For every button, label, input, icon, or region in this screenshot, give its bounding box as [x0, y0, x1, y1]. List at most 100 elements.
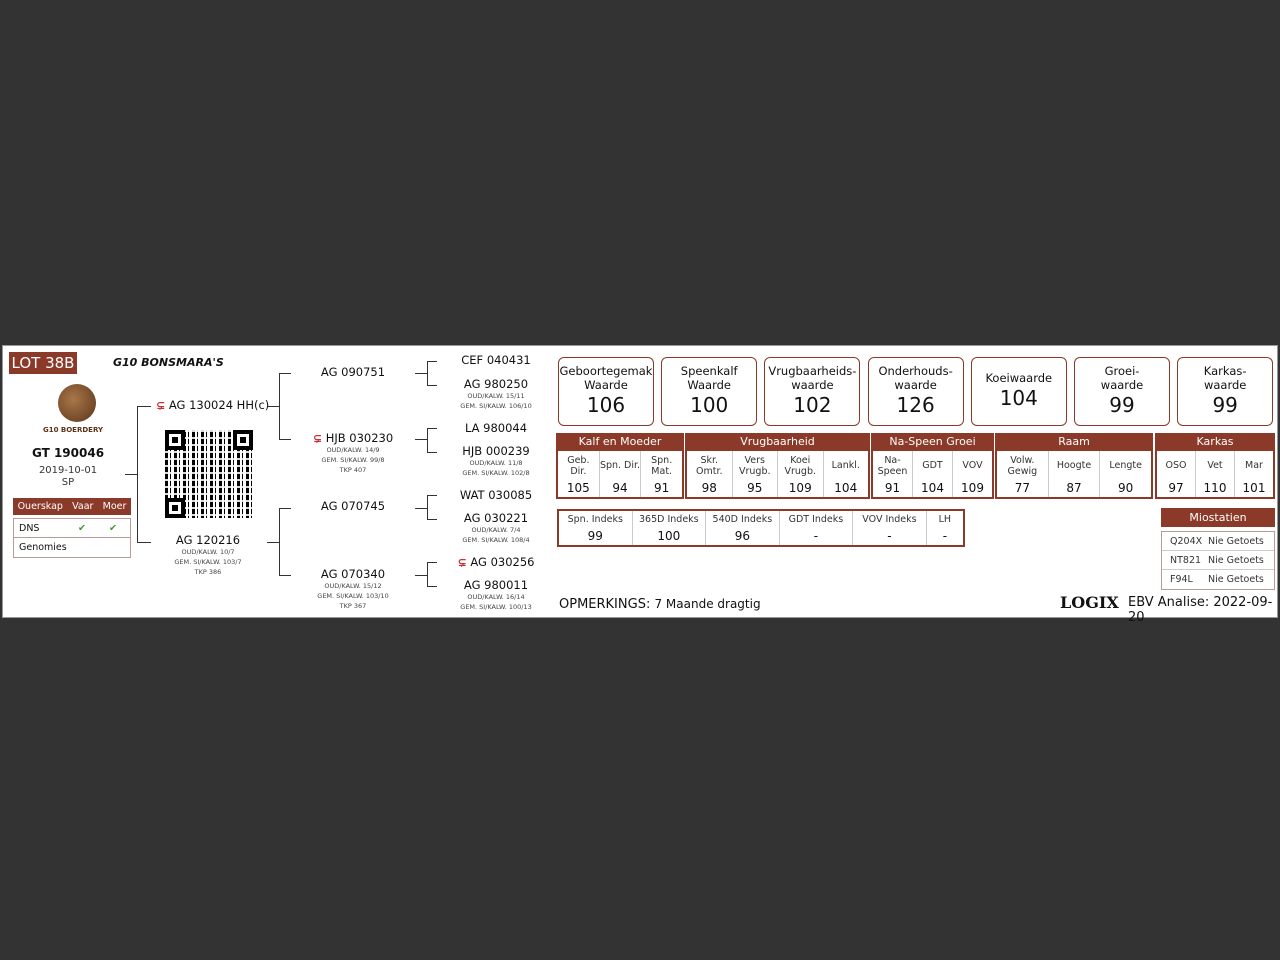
index-value: -	[887, 529, 892, 543]
group-header-1: Vrugbaarheid	[685, 433, 870, 451]
ebv-card: Koeiwaarde 104	[970, 357, 1067, 426]
group-cells: Volw. Gewig 77 Hoogte 87 Lengte 90	[995, 451, 1153, 499]
index-value: -	[813, 529, 819, 543]
index-cell: LH -	[927, 511, 963, 545]
cell-label: Lankl.	[831, 460, 860, 471]
animal-id: ⊊ AG 030256	[441, 555, 551, 569]
index-value: 96	[734, 529, 750, 543]
cell-label: Koei Vrugb.	[784, 454, 816, 477]
cell-value: 95	[747, 481, 763, 495]
cell-label: Vers Vrugb.	[738, 454, 771, 477]
index-cell: 365D Indeks 100	[633, 511, 707, 545]
card-value: 104	[999, 386, 1038, 410]
card-label: Koeiwaarde	[985, 371, 1053, 385]
certified-mark-icon: ⊊	[312, 432, 323, 445]
ebv-cell: OSO 97	[1157, 451, 1196, 497]
card-value: 99	[1109, 393, 1135, 417]
sex: SP	[61, 477, 75, 488]
ebv-cell: Lengte 90	[1100, 451, 1151, 497]
animal-id: GT 190046	[31, 446, 105, 460]
group-cells: Geb. Dir. 105 Spn. Dir. 94 Spn. Mat. 91	[556, 451, 684, 499]
card-label: waarde	[791, 378, 834, 392]
cell-value: 104	[834, 481, 858, 495]
group-cells: Skr. Omtr. 98 Vers Vrugb. 95 Koei Vrugb. 109 L…	[685, 451, 870, 499]
ebv-card: Geboortegemak Waarde 106	[558, 357, 654, 426]
index-cell: 540D Indeks 96	[706, 511, 780, 545]
card-label: waarde	[894, 378, 937, 392]
cell-label: Vet	[1207, 460, 1223, 471]
cell-label: Hoogte	[1056, 460, 1092, 471]
parentage-table: DNS ✔ ✔ Genomies	[13, 518, 131, 558]
farm-logo	[58, 384, 96, 422]
index-value: 99	[587, 529, 603, 543]
cell-value: 109	[788, 481, 812, 495]
animal-info: 2019-10-01 SP	[13, 465, 123, 489]
card-label: Waarde	[584, 378, 628, 392]
miostatien-row: Q204X Nie Getoets	[1162, 532, 1274, 551]
cell-value: 97	[1168, 481, 1184, 495]
cell-label: Mar	[1245, 460, 1263, 471]
cell-value: 109	[961, 481, 984, 495]
sire-id: AG 130024	[168, 398, 234, 412]
id: AG 980011	[463, 578, 529, 592]
id: CEF 040431	[461, 353, 531, 367]
pedigree-g3-1: AG 980250 OUD/KALW. 15/11 GEM. SI/KALW. 10…	[441, 377, 551, 411]
info: GEM. SI/KALW. 108/4	[462, 536, 530, 544]
pedigree-g3-0: CEF 040431	[441, 353, 551, 367]
id: LA 980044	[464, 421, 528, 435]
dam-info: TKP 386	[194, 568, 222, 576]
animal-id: LA 980044	[441, 421, 551, 435]
lot-number: LOT 38B	[9, 352, 77, 374]
pedigree-g3-4: WAT 030085	[441, 488, 551, 502]
ebv-cell: Geb. Dir. 105	[558, 451, 600, 497]
cell-label: Lengte	[1109, 460, 1142, 471]
card-value: 99	[1212, 393, 1238, 417]
id: AG 070340	[320, 567, 386, 581]
id: AG 030256	[470, 555, 535, 569]
ebv-cell: Lankl. 104	[824, 451, 869, 497]
cell-value: 77	[1014, 481, 1030, 495]
animal-id: AG 980250	[441, 377, 551, 391]
index-cell: VOV Indeks -	[853, 511, 927, 545]
info: GEM. SI/KALW. 99/8	[321, 456, 385, 464]
animal-id: AG 980011	[441, 578, 551, 592]
cell-label: Geb. Dir.	[567, 454, 590, 477]
animal-id: HJB 000239	[441, 444, 551, 458]
info: OUD/KALW. 14/9	[326, 446, 380, 454]
result: Nie Getoets	[1208, 574, 1264, 585]
animal-id: CEF 040431	[441, 353, 551, 367]
farm-name: G10 BONSMARA'S	[113, 356, 224, 369]
dam-info: GEM. SI/KALW. 103/7	[174, 558, 242, 566]
group-header-2: Na-Speen Groei	[871, 433, 994, 451]
info: GEM. SI/KALW. 106/10	[460, 402, 532, 410]
ebv-cell: Hoogte 87	[1049, 451, 1101, 497]
card-label: Speenkalf	[680, 364, 738, 378]
index-label: 540D Indeks	[712, 514, 773, 525]
info: GEM. SI/KALW. 100/13	[460, 603, 532, 611]
card-label: Vrugbaarheids-	[768, 364, 857, 378]
info: OUD/KALW. 11/8	[469, 459, 523, 467]
certified-mark-icon: ⊊	[457, 556, 467, 569]
ebv-cell: Volw. Gewig 77	[997, 451, 1049, 497]
sire-dam: ⊊ HJB 030230 OUD/KALW. 14/9 GEM. SI/KALW. …	[293, 431, 413, 475]
cell-label: Volw. Gewig	[1007, 454, 1038, 477]
index-label: Spn. Indeks	[567, 514, 623, 525]
ebv-cell: VOV 109	[953, 451, 992, 497]
parentage-header: Ouerskap Vaar Moer	[13, 498, 131, 515]
group-header-0: Kalf en Moeder	[556, 433, 684, 451]
pedigree-g3-5: AG 030221 OUD/KALW. 7/4 GEM. SI/KALW. 108/…	[441, 511, 551, 545]
pedigree-g3-3: HJB 000239 OUD/KALW. 11/8 GEM. SI/KALW. 10…	[441, 444, 551, 478]
qr-code[interactable]	[165, 430, 253, 518]
miostatien-row: NT821 Nie Getoets	[1162, 551, 1274, 570]
info: TKP 367	[339, 602, 367, 610]
index-cell: GDT Indeks -	[780, 511, 854, 545]
gene: NT821	[1170, 554, 1202, 566]
miostatien-header: Miostatien	[1161, 508, 1275, 527]
index-label: 365D Indeks	[639, 514, 699, 525]
id: AG 980250	[463, 377, 529, 391]
index-label: LH	[938, 514, 952, 525]
dam-dam: AG 070340 OUD/KALW. 15/12 GEM. SI/KALW. 10…	[293, 567, 413, 611]
label: DNS	[19, 522, 40, 534]
ebv-card: Karkas-waarde 99	[1177, 357, 1274, 426]
id: AG 030221	[463, 511, 529, 525]
